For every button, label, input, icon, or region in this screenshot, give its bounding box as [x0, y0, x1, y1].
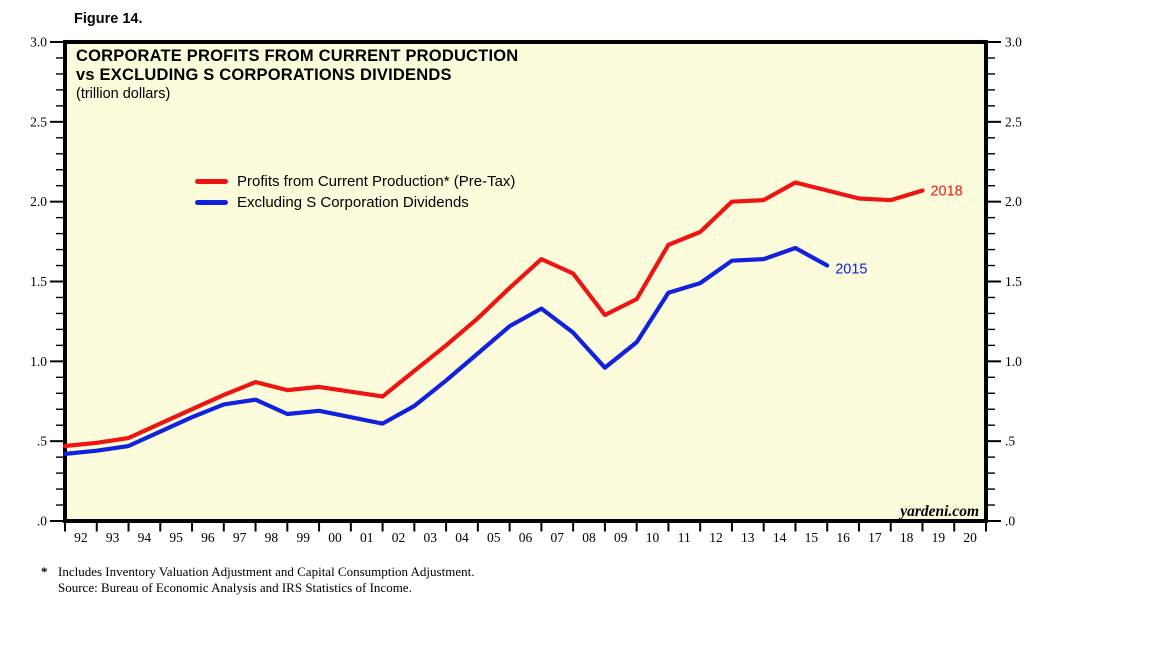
- x-axis-label: 01: [360, 530, 374, 545]
- footnote-line1: * Includes Inventory Valuation Adjustmen…: [41, 564, 474, 580]
- watermark: yardeni.com: [898, 503, 979, 520]
- x-axis-label: 13: [741, 530, 755, 545]
- chart-subtitle: (trillion dollars): [76, 86, 171, 102]
- blue-series-line: [62, 245, 830, 456]
- legend-item-current-production: Profits from Current Production* (Pre-Ta…: [195, 171, 515, 192]
- legend-label-excluding-s-corp: Excluding S Corporation Dividends: [237, 194, 469, 211]
- chart-title-line2: vs EXCLUDING S CORPORATIONS DIVIDENDS: [76, 66, 452, 84]
- x-axis-label: 00: [328, 530, 342, 545]
- y-axis-label-left: 3.0: [30, 35, 47, 50]
- y-axis-label-left: 1.5: [30, 274, 47, 289]
- x-axis-label: 12: [709, 530, 723, 545]
- x-axis-label: 20: [963, 530, 977, 545]
- red-line-swatch: [195, 179, 228, 184]
- x-axis-label: 02: [392, 530, 406, 545]
- y-axis-label-right: 1.0: [1005, 354, 1022, 369]
- x-axis-label: 16: [836, 530, 850, 545]
- footnote-text2: Source: Bureau of Economic Analysis and …: [58, 579, 412, 595]
- chart-generated-layer: 3.0 3.0 2.5 2.5 2.0 2.0 1.5 1.5 1.0 1.0 .5 .5 .0 .0 92…: [30, 35, 1022, 546]
- x-axis-label: 96: [201, 530, 215, 545]
- x-axis-label: 94: [138, 530, 152, 545]
- x-axis-label: 10: [646, 530, 660, 545]
- x-axis-label: 17: [868, 530, 882, 545]
- y-axis-label-right: 1.5: [1005, 274, 1022, 289]
- footnote-asterisk: *: [41, 564, 48, 579]
- x-axis-label: 93: [106, 530, 120, 545]
- footnote: * Includes Inventory Valuation Adjustmen…: [41, 564, 474, 595]
- y-axis-label-left: 2.0: [30, 194, 47, 209]
- blue-series-end-label: 2015: [835, 262, 867, 278]
- legend-item-excluding-s-corp: Excluding S Corporation Dividends: [195, 192, 515, 213]
- x-axis-label: 04: [455, 530, 469, 545]
- blue-line-swatch: [195, 200, 228, 205]
- y-axis-label-right: 2.0: [1005, 194, 1022, 209]
- y-axis-label-right: 2.5: [1005, 114, 1022, 129]
- x-axis-label: 97: [233, 530, 247, 545]
- footnote-spacer: [41, 580, 58, 596]
- x-axis-label: 14: [773, 530, 787, 545]
- x-axis-label: 11: [678, 530, 691, 545]
- footnote-text1: Includes Inventory Valuation Adjustment …: [58, 564, 475, 579]
- figure-label: Figure 14.: [74, 11, 143, 27]
- y-axis-label-left: .5: [37, 434, 47, 449]
- footnote-line2: Source: Bureau of Economic Analysis and …: [41, 580, 474, 596]
- chart-title-line1: CORPORATE PROFITS FROM CURRENT PRODUCTIO…: [76, 47, 519, 65]
- y-axis-label-left: 2.5: [30, 114, 47, 129]
- x-axis-label: 08: [582, 530, 596, 545]
- x-axis-label: 99: [296, 530, 310, 545]
- chart-title-block: CORPORATE PROFITS FROM CURRENT PRODUCTIO…: [76, 47, 518, 103]
- x-axis-label: 18: [900, 530, 914, 545]
- x-axis-label: 06: [519, 530, 533, 545]
- y-axis-label-left: 1.0: [30, 354, 47, 369]
- x-axis-label: 92: [74, 530, 88, 545]
- legend-label-current-production: Profits from Current Production* (Pre-Ta…: [237, 173, 516, 190]
- plot-area: [63, 40, 988, 523]
- x-axis-label: 07: [551, 530, 565, 545]
- x-axis-label: 15: [805, 530, 819, 545]
- y-axis-label-right: .0: [1005, 514, 1015, 529]
- red-series-end-label: 2018: [930, 183, 962, 199]
- x-axis-label: 95: [169, 530, 183, 545]
- y-axis-label-right: .5: [1005, 434, 1015, 449]
- x-axis-label: 09: [614, 530, 628, 545]
- red-series-line: [62, 180, 925, 449]
- x-axis-label: 19: [932, 530, 946, 545]
- y-axis-label-left: .0: [37, 514, 47, 529]
- legend: Profits from Current Production* (Pre-Ta…: [195, 171, 515, 213]
- x-axis-label: 03: [423, 530, 437, 545]
- y-axis-label-right: 3.0: [1005, 35, 1022, 50]
- x-axis-label: 98: [265, 530, 279, 545]
- x-axis-label: 05: [487, 530, 501, 545]
